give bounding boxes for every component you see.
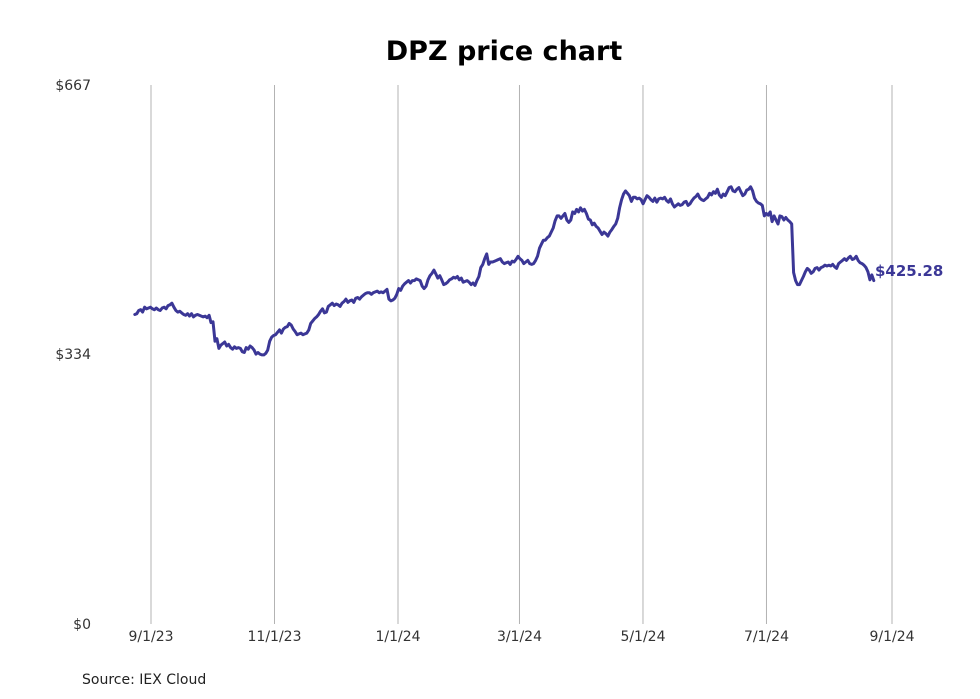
x-tick-label: 11/1/23	[248, 629, 302, 645]
x-tick-label: 7/1/24	[744, 629, 789, 645]
y-tick-label: $667	[55, 78, 91, 94]
chart-title: DPZ price chart	[386, 36, 623, 67]
x-tick-label: 3/1/24	[497, 629, 542, 645]
x-axis-ticks: 9/1/23 11/1/23 1/1/24 3/1/24 5/1/24 7/1/24 9/1…	[128, 629, 914, 645]
x-tick-label: 1/1/24	[375, 629, 420, 645]
last-price-label: $425.28	[875, 262, 943, 280]
x-tick-label: 9/1/24	[869, 629, 914, 645]
y-tick-label: $334	[55, 347, 91, 363]
y-tick-label: $0	[73, 617, 91, 633]
source-note: Source: IEX Cloud	[82, 672, 206, 688]
x-tick-label: 5/1/24	[620, 629, 665, 645]
series-line-dpz	[133, 185, 876, 357]
grid-lines	[150, 85, 893, 624]
x-tick-label: 9/1/23	[128, 629, 173, 645]
y-axis-ticks: $0 $334 $667	[55, 78, 91, 633]
